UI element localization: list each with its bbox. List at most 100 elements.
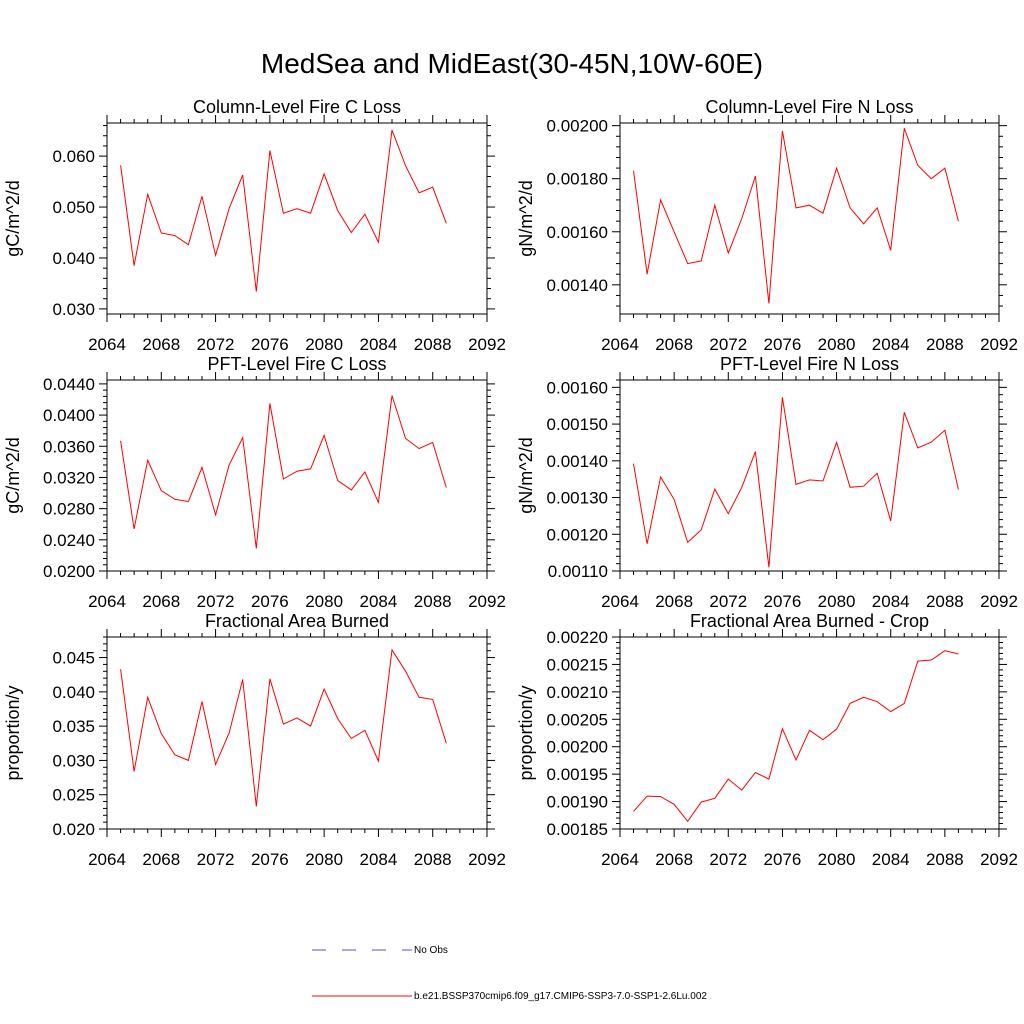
- y-tick-label: 0.0200: [43, 562, 95, 581]
- x-tick-label: 2084: [872, 335, 910, 354]
- x-tick-label: 2084: [360, 592, 398, 611]
- y-tick-label: 0.00140: [547, 452, 608, 471]
- series-line: [120, 129, 447, 292]
- y-tick-label: 0.045: [52, 649, 95, 668]
- y-tick-label: 0.020: [52, 820, 95, 839]
- x-tick-label: 2064: [88, 592, 126, 611]
- x-tick-label: 2080: [818, 592, 856, 611]
- x-tick-label: 2072: [709, 592, 747, 611]
- chart-panel: 2064 2068 2072 2076 2080 2084 2088 2092 0.020 0.0…: [3, 611, 506, 869]
- figure-title: MedSea and MidEast(30-45N,10W-60E): [260, 48, 764, 79]
- y-tick-label: 0.00195: [547, 765, 608, 784]
- x-tick-label: 2068: [142, 850, 180, 869]
- plot-frame: [619, 122, 1000, 315]
- x-tick-label: 2076: [251, 850, 289, 869]
- x-tick-label: 2064: [601, 850, 639, 869]
- panel-title: PFT-Level Fire N Loss: [720, 354, 899, 374]
- panel-title: PFT-Level Fire C Loss: [207, 354, 386, 374]
- x-tick-label: 2084: [872, 592, 910, 611]
- plot-frame: [106, 122, 488, 315]
- x-tick-label: 2080: [305, 335, 343, 354]
- y-tick-label: 0.00160: [547, 378, 608, 397]
- y-tick-label: 0.030: [52, 751, 95, 770]
- x-tick-label: 2064: [88, 850, 126, 869]
- series-line: [633, 128, 959, 304]
- panel-title: Column-Level Fire C Loss: [193, 97, 401, 117]
- y-tick-label: 0.00160: [547, 223, 608, 242]
- y-tick-label: 0.030: [52, 300, 95, 319]
- y-tick-label: 0.035: [52, 717, 95, 736]
- x-tick-label: 2092: [468, 592, 506, 611]
- y-axis-label: gC/m^2/d: [3, 180, 23, 256]
- x-tick-label: 2088: [414, 850, 452, 869]
- legend-label-model: b.e21.BSSP370cmip6.f09_g17.CMIP6-SSP3-7.…: [414, 991, 707, 1002]
- y-tick-label: 0.00190: [547, 793, 608, 812]
- plot-frame: [619, 379, 1000, 572]
- legend: No Obs b.e21.BSSP370cmip6.f09_g17.CMIP6-S…: [312, 945, 707, 1002]
- y-tick-label: 0.00205: [547, 710, 608, 729]
- x-tick-label: 2084: [872, 850, 910, 869]
- x-tick-label: 2068: [655, 850, 693, 869]
- y-axis-label: proportion/y: [3, 685, 23, 780]
- chart-panel: 2064 2068 2072 2076 2080 2084 2088 2092 0.00110 0…: [516, 354, 1018, 611]
- y-axis-label: gC/m^2/d: [3, 437, 23, 513]
- chart-panel: 2064 2068 2072 2076 2080 2084 2088 2092 0.030 0.0…: [3, 97, 506, 354]
- y-tick-label: 0.0240: [43, 531, 95, 550]
- series-line: [633, 650, 959, 823]
- x-tick-label: 2088: [414, 592, 452, 611]
- x-tick-label: 2072: [197, 335, 235, 354]
- x-tick-label: 2076: [764, 850, 802, 869]
- x-tick-label: 2088: [926, 335, 964, 354]
- plot-frame: [106, 379, 488, 572]
- y-tick-label: 0.040: [52, 249, 95, 268]
- y-tick-label: 0.00120: [547, 525, 608, 544]
- y-tick-label: 0.0280: [43, 500, 95, 519]
- y-axis-label: gN/m^2/d: [516, 180, 536, 256]
- x-tick-label: 2080: [818, 850, 856, 869]
- y-axis-label: gN/m^2/d: [516, 437, 536, 513]
- x-tick-label: 2092: [468, 850, 506, 869]
- x-tick-label: 2092: [980, 335, 1018, 354]
- y-tick-label: 0.050: [52, 198, 95, 217]
- y-tick-label: 0.025: [52, 786, 95, 805]
- y-tick-label: 0.00150: [547, 415, 608, 434]
- y-axis-label: proportion/y: [516, 685, 536, 780]
- x-tick-label: 2068: [655, 592, 693, 611]
- x-tick-label: 2072: [709, 335, 747, 354]
- chart-panel: 2064 2068 2072 2076 2080 2084 2088 2092 0.00140 0…: [516, 97, 1018, 354]
- x-tick-label: 2076: [251, 335, 289, 354]
- x-tick-label: 2076: [251, 592, 289, 611]
- plot-frame: [106, 636, 488, 830]
- chart-panel: 2064 2068 2072 2076 2080 2084 2088 2092 0.00185 0…: [516, 611, 1018, 869]
- x-tick-label: 2092: [980, 850, 1018, 869]
- x-tick-label: 2068: [655, 335, 693, 354]
- x-tick-label: 2072: [197, 592, 235, 611]
- series-line: [120, 648, 447, 807]
- x-tick-label: 2064: [601, 335, 639, 354]
- y-tick-label: 0.060: [52, 147, 95, 166]
- y-tick-label: 0.0320: [43, 468, 95, 487]
- x-tick-label: 2084: [360, 335, 398, 354]
- plot-frame: [619, 636, 1000, 830]
- series-line: [633, 397, 959, 568]
- y-tick-label: 0.00200: [547, 738, 608, 757]
- x-tick-label: 2064: [601, 592, 639, 611]
- y-tick-label: 0.0440: [43, 375, 95, 394]
- x-tick-label: 2092: [980, 592, 1018, 611]
- x-tick-label: 2084: [360, 850, 398, 869]
- x-tick-label: 2076: [764, 592, 802, 611]
- y-tick-label: 0.00130: [547, 489, 608, 508]
- y-tick-label: 0.00180: [547, 170, 608, 189]
- y-tick-label: 0.00210: [547, 683, 608, 702]
- x-tick-label: 2080: [305, 592, 343, 611]
- y-tick-label: 0.00140: [547, 276, 608, 295]
- series-line: [120, 395, 447, 549]
- legend-label-no-obs: No Obs: [414, 945, 448, 956]
- x-tick-label: 2072: [197, 850, 235, 869]
- y-tick-label: 0.00110: [548, 562, 608, 581]
- y-tick-label: 0.00215: [547, 655, 608, 674]
- y-tick-label: 0.00185: [547, 820, 608, 839]
- y-tick-label: 0.0360: [43, 437, 95, 456]
- y-tick-label: 0.040: [52, 683, 95, 702]
